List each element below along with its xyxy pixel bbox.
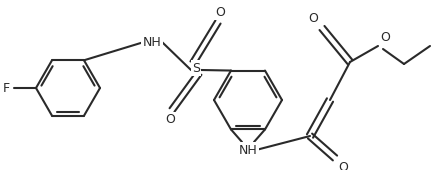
Text: O: O — [338, 161, 348, 170]
Text: S: S — [192, 62, 200, 74]
Text: NH: NH — [238, 143, 257, 157]
Text: O: O — [380, 31, 390, 44]
Text: F: F — [3, 81, 10, 95]
Text: O: O — [165, 113, 175, 126]
Text: O: O — [308, 12, 318, 25]
Text: O: O — [215, 6, 225, 19]
Text: NH: NH — [143, 36, 161, 48]
